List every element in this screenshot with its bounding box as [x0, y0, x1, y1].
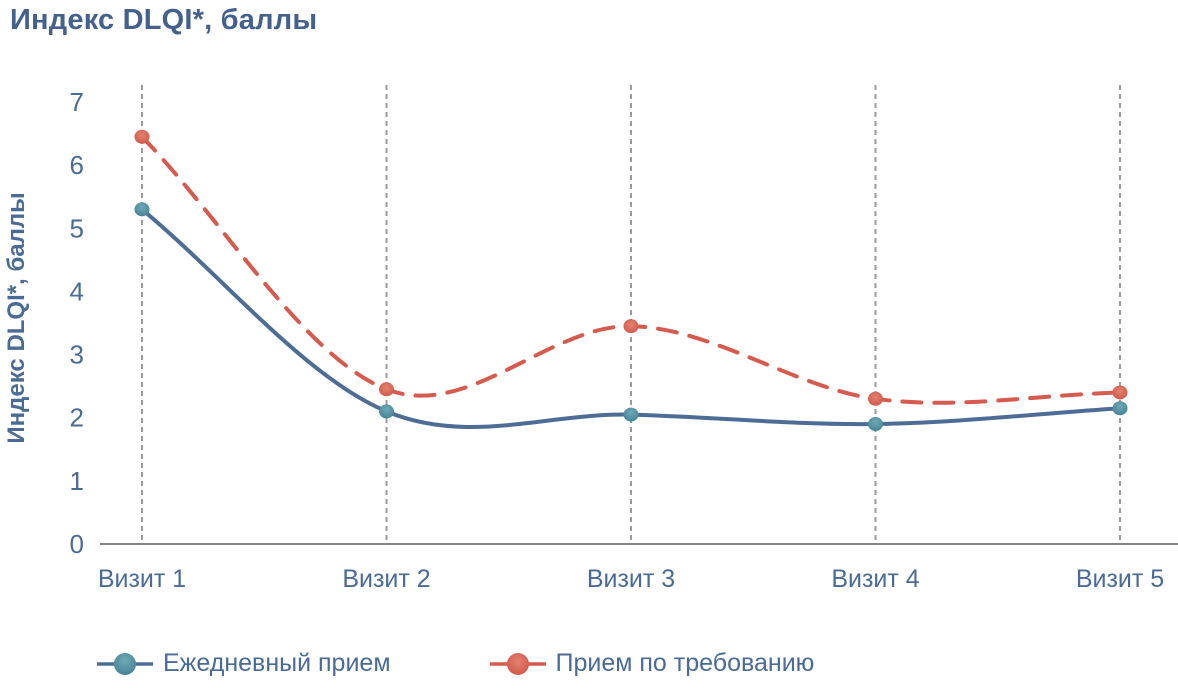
on-demand-data-point	[379, 382, 394, 397]
on-demand-series-marker-icon	[489, 652, 546, 675]
x-tick-label: Визит 4	[831, 565, 919, 593]
x-tick-label: Визит 2	[342, 565, 430, 593]
y-tick-label: 3	[70, 340, 84, 370]
y-tick-label: 0	[70, 529, 84, 559]
legend-label-on-demand: Прием по требованию	[555, 649, 815, 677]
legend-label-daily: Ежедневный прием	[163, 649, 391, 677]
on-demand-data-point	[1112, 385, 1128, 400]
x-tick-label: Визит 5	[1076, 565, 1164, 593]
gridlines	[141, 85, 1121, 544]
y-tick-label: 4	[70, 276, 84, 306]
daily-data-point	[868, 417, 883, 432]
y-tick-label: 1	[70, 466, 84, 496]
daily-series-marker-icon	[97, 652, 153, 675]
line-chart: 0 1 2 3 4 5 6 7 Визит 1 Визит 2 Визит 3 Визит 4 Визи…	[3, 85, 1178, 593]
on-demand-data-point	[623, 319, 639, 334]
on-demand-data-point	[868, 391, 883, 406]
daily-data-point	[623, 407, 639, 422]
data-point-markers	[134, 129, 1128, 432]
legend-item-daily: Ежедневный прием	[96, 649, 391, 678]
on-demand-series-line	[140, 134, 1122, 405]
daily-data-point	[1112, 401, 1128, 416]
x-tick-label: Визит 1	[98, 565, 186, 593]
axis-labels: 0 1 2 3 4 5 6 7 Визит 1 Визит 2 Визит 3 Визит 4 Визи…	[3, 87, 1164, 593]
chart-title: Индекс DLQI*, баллы	[10, 4, 318, 36]
y-tick-label: 5	[70, 213, 84, 243]
on-demand-data-point	[134, 129, 150, 144]
legend-item-on-demand: Прием по требованию	[489, 649, 815, 678]
daily-data-point	[134, 202, 150, 217]
y-axis-title: Индекс DLQI*, баллы	[3, 192, 30, 443]
y-tick-label: 6	[70, 150, 84, 180]
daily-data-point	[379, 404, 394, 419]
x-tick-label: Визит 3	[587, 565, 675, 593]
chart-legend: Ежедневный прием Прием по требованию	[96, 649, 814, 678]
y-tick-label: 2	[70, 403, 84, 433]
y-tick-label: 7	[70, 87, 84, 117]
